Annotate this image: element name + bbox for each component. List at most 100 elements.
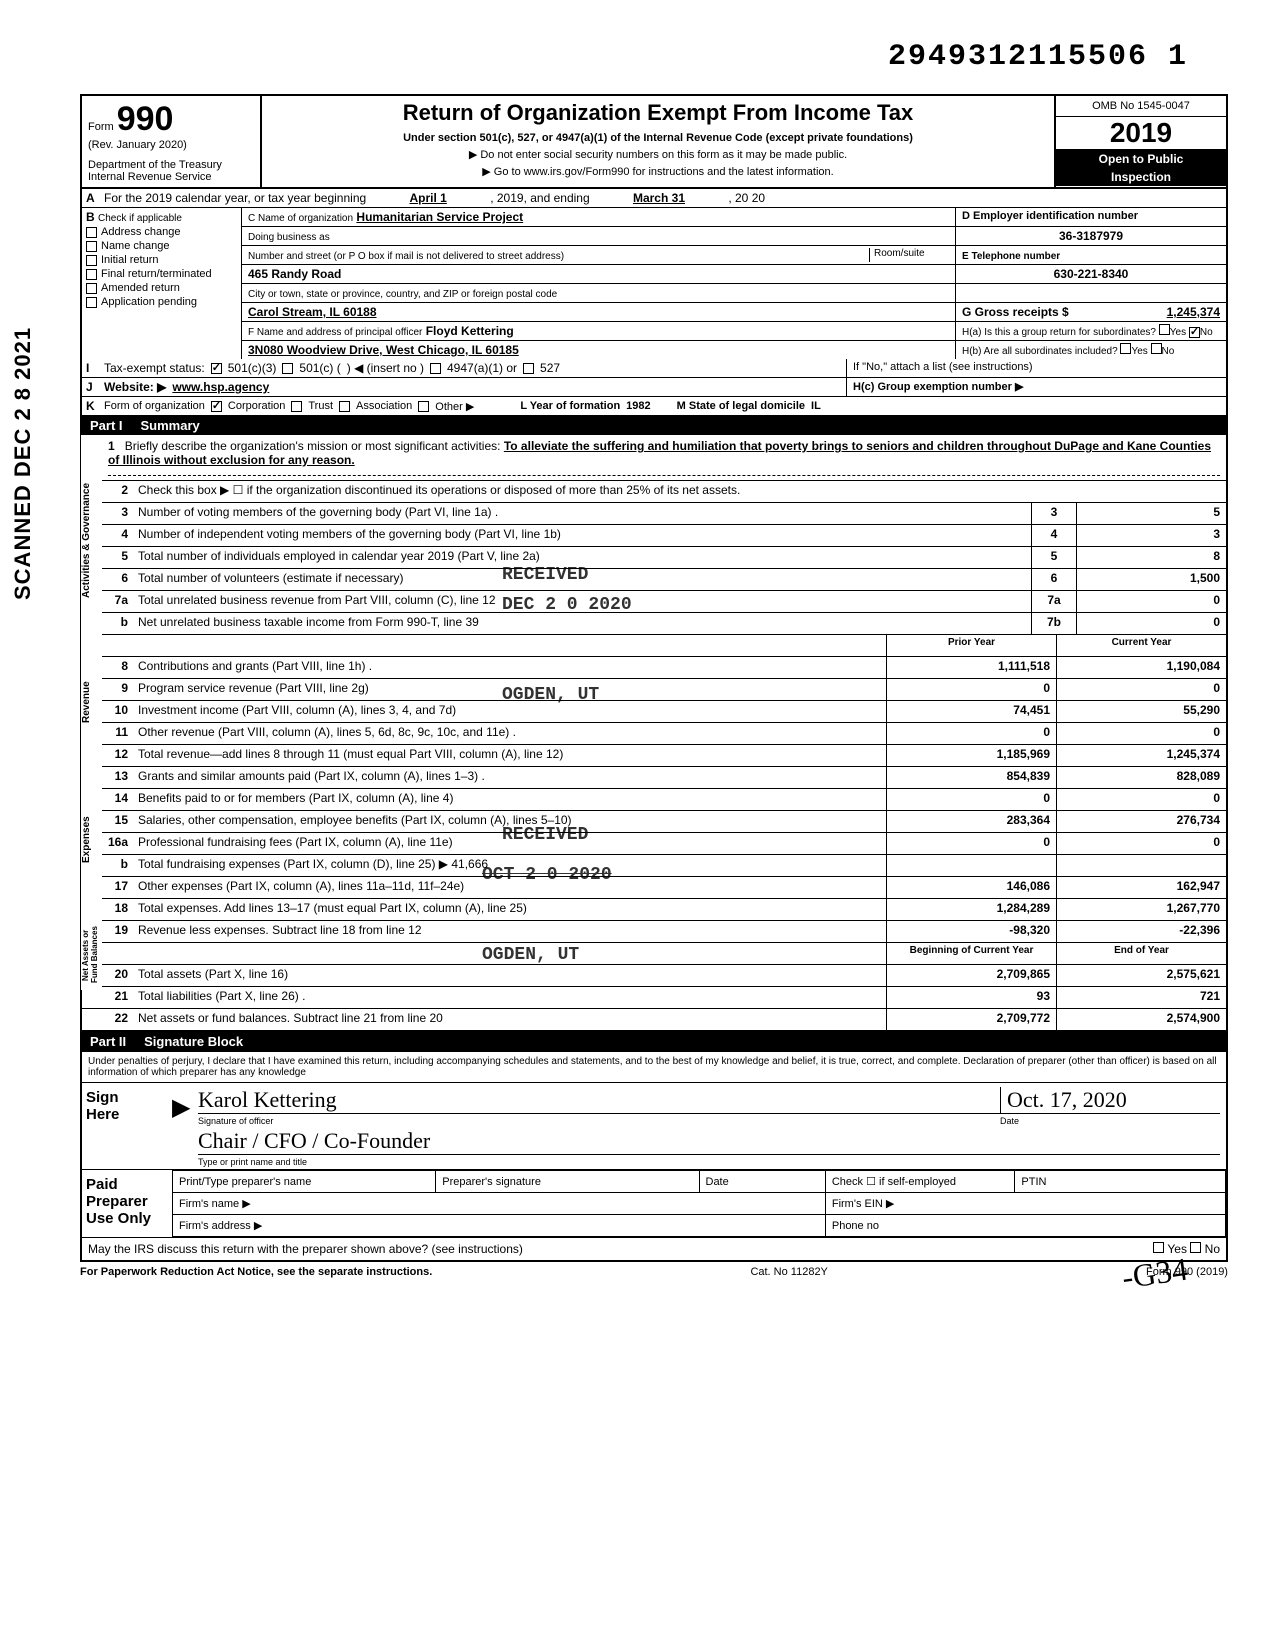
- hb-yes-checkbox[interactable]: [1120, 343, 1131, 354]
- summary-row: 21Total liabilities (Part X, line 26) .9…: [82, 987, 1226, 1009]
- discuss-text: May the IRS discuss this return with the…: [88, 1242, 1153, 1256]
- checkbox-row: Name change: [86, 240, 237, 252]
- hb-label: H(b) Are all subordinates included?: [962, 346, 1118, 357]
- line-desc: Revenue less expenses. Subtract line 18 …: [132, 921, 886, 942]
- line-desc: Total expenses. Add lines 13–17 (must eq…: [132, 899, 886, 920]
- line-num: 21: [82, 987, 132, 1008]
- officer-title: Chair / CFO / Co-Founder: [198, 1128, 1220, 1155]
- checkbox[interactable]: [86, 269, 97, 280]
- line-desc: Net unrelated business taxable income fr…: [132, 613, 1031, 634]
- dept-treasury: Department of the Treasury: [88, 159, 254, 171]
- p3: Date: [699, 1171, 825, 1193]
- initials-signature: -G34: [1120, 1251, 1190, 1297]
- hb-note: If "No," attach a list (see instructions…: [846, 359, 1226, 377]
- checkbox[interactable]: [86, 255, 97, 266]
- row-a-mid: , 2019, and ending: [490, 191, 589, 205]
- l-label: L Year of formation: [520, 400, 620, 412]
- assoc-checkbox[interactable]: [339, 401, 350, 412]
- tax-exempt-text: Tax-exempt status:: [104, 361, 205, 375]
- g-label: G Gross receipts $: [962, 305, 1069, 319]
- checkbox[interactable]: [86, 283, 97, 294]
- checkbox[interactable]: [86, 227, 97, 238]
- 501c-checkbox[interactable]: [282, 363, 293, 374]
- checkbox-label: Amended return: [101, 282, 180, 294]
- prior-year-header: Prior Year: [886, 635, 1056, 656]
- checkbox-row: Amended return: [86, 282, 237, 294]
- p1: Print/Type preparer's name: [173, 1171, 436, 1193]
- subtitle: Under section 501(c), 527, or 4947(a)(1)…: [268, 132, 1048, 144]
- checkbox-row: Initial return: [86, 254, 237, 266]
- ein-value: 36-3187979: [956, 227, 1226, 245]
- curr-val: -22,396: [1056, 921, 1226, 942]
- summary-table: Activities & Governance Revenue Expenses…: [80, 435, 1228, 1032]
- prior-val: 1,284,289: [886, 899, 1056, 920]
- checkbox-row: Address change: [86, 226, 237, 238]
- ha-no-checkbox[interactable]: [1189, 327, 1200, 338]
- prior-val: 0: [886, 679, 1056, 700]
- prior-val: 1,185,969: [886, 745, 1056, 766]
- summary-row: 10Investment income (Part VIII, column (…: [82, 701, 1226, 723]
- tax-year: 2019: [1056, 117, 1226, 150]
- line-desc: Total liabilities (Part X, line 26) .: [132, 987, 886, 1008]
- checkbox[interactable]: [86, 297, 97, 308]
- side-netassets: Net Assets or Fund Balances: [80, 920, 102, 990]
- summary-row: 12Total revenue—add lines 8 through 11 (…: [82, 745, 1226, 767]
- label-a: A: [82, 189, 100, 207]
- curr-val: 0: [1056, 679, 1226, 700]
- prior-val: [886, 855, 1056, 876]
- summary-row: 14Benefits paid to or for members (Part …: [82, 789, 1226, 811]
- box-num: 3: [1031, 503, 1076, 524]
- discuss-no-checkbox[interactable]: [1190, 1242, 1201, 1253]
- prior-val: 74,451: [886, 701, 1056, 722]
- line-desc: Total fundraising expenses (Part IX, col…: [132, 855, 886, 876]
- curr-val: 1,245,374: [1056, 745, 1226, 766]
- pra-notice: For Paperwork Reduction Act Notice, see …: [80, 1266, 432, 1278]
- opt-527: 527: [540, 361, 560, 375]
- prior-val: 854,839: [886, 767, 1056, 788]
- prior-val: 0: [886, 833, 1056, 854]
- instruction-2: ▶ Go to www.irs.gov/Form990 for instruct…: [268, 165, 1048, 178]
- dba-label: Doing business as: [248, 232, 330, 243]
- cat-no: Cat. No 11282Y: [750, 1266, 827, 1278]
- dln-number: 2949312115506 1: [80, 30, 1228, 74]
- corp-checkbox[interactable]: [211, 401, 222, 412]
- summary-row: 3Number of voting members of the governi…: [82, 503, 1226, 525]
- 527-checkbox[interactable]: [523, 363, 534, 374]
- website-value: www.hsp.agency: [172, 380, 269, 394]
- line-desc: Total revenue—add lines 8 through 11 (mu…: [132, 745, 886, 766]
- curr-val: 276,734: [1056, 811, 1226, 832]
- trust-checkbox[interactable]: [291, 401, 302, 412]
- yes-text-2: Yes: [1131, 346, 1147, 357]
- box-val: 3: [1076, 525, 1226, 546]
- end-year-header: End of Year: [1056, 943, 1226, 964]
- scan-stamp: SCANNED DEC 2 8 2021: [10, 327, 36, 600]
- ha-yes-checkbox[interactable]: [1159, 324, 1170, 335]
- lines-ijk: I Tax-exempt status: 501(c)(3) 501(c) ( …: [80, 359, 1228, 416]
- side-revenue: Revenue: [80, 645, 102, 760]
- other-checkbox[interactable]: [418, 401, 429, 412]
- part-i-title: Summary: [141, 418, 200, 433]
- opt-corp: Corporation: [228, 400, 285, 412]
- form-header: Form 990 (Rev. January 2020) Department …: [80, 94, 1228, 189]
- checkbox[interactable]: [86, 241, 97, 252]
- box-num: 4: [1031, 525, 1076, 546]
- hb-no-checkbox[interactable]: [1151, 343, 1162, 354]
- line-desc: Total assets (Part X, line 16): [132, 965, 886, 986]
- f-label: F Name and address of principal officer: [248, 327, 422, 338]
- part-ii-label: Part II: [90, 1034, 126, 1049]
- 4947-checkbox[interactable]: [430, 363, 441, 374]
- yes-text: Yes: [1170, 327, 1186, 338]
- prior-val: 0: [886, 789, 1056, 810]
- sig-officer-caption: Signature of officer: [198, 1116, 1000, 1126]
- state-domicile: IL: [811, 400, 821, 412]
- summary-row: bTotal fundraising expenses (Part IX, co…: [82, 855, 1226, 877]
- box-val: 1,500: [1076, 569, 1226, 590]
- paid-label: Paid: [86, 1176, 168, 1193]
- checkbox-row: Application pending: [86, 296, 237, 308]
- checkbox-label: Address change: [101, 226, 181, 238]
- prior-val: 2,709,865: [886, 965, 1056, 986]
- side-activities: Activities & Governance: [80, 435, 102, 645]
- begin-date: April 1: [370, 191, 487, 205]
- 501c3-checkbox[interactable]: [211, 363, 222, 374]
- discuss-yes-checkbox[interactable]: [1153, 1242, 1164, 1253]
